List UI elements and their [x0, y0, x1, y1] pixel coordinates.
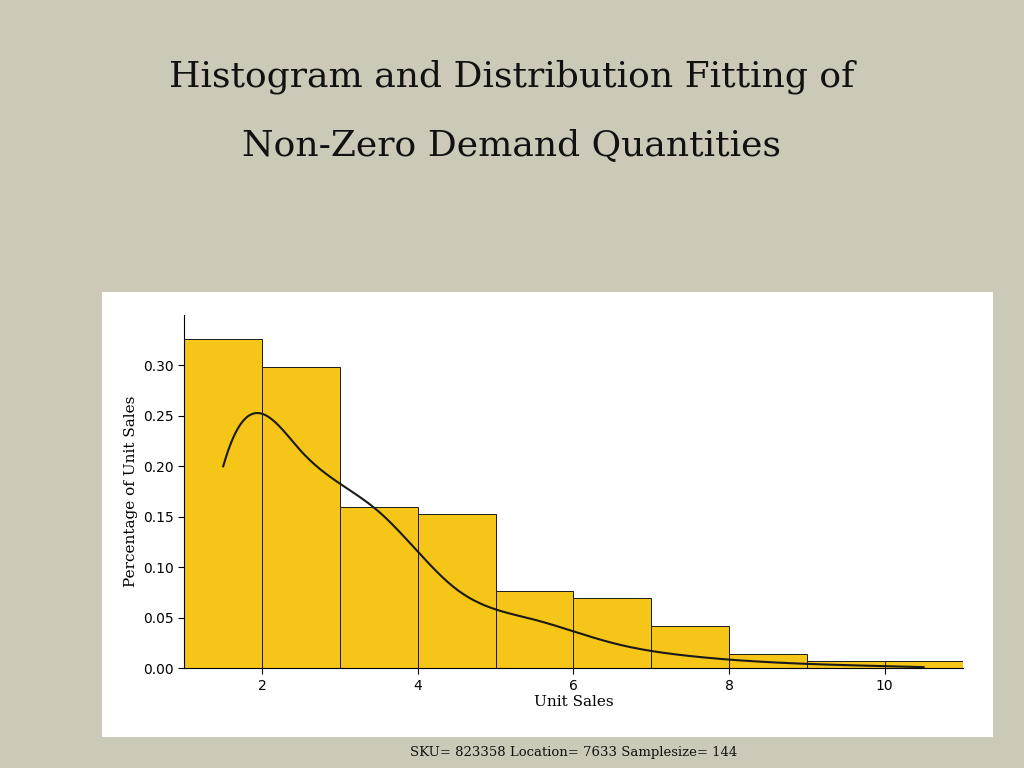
X-axis label: Unit Sales: Unit Sales [534, 695, 613, 710]
Bar [651, 626, 729, 668]
Bar [807, 661, 885, 668]
Text: Histogram and Distribution Fitting of: Histogram and Distribution Fitting of [169, 60, 855, 94]
Bar [573, 598, 651, 668]
Text: SKU= 823358 Location= 7633 Samplesize= 144: SKU= 823358 Location= 7633 Samplesize= 1… [410, 746, 737, 759]
Bar [885, 661, 963, 668]
Bar [262, 367, 340, 668]
Bar [729, 654, 807, 668]
Bar [184, 339, 262, 668]
Bar [418, 514, 496, 668]
Text: Non-Zero Demand Quantities: Non-Zero Demand Quantities [243, 129, 781, 163]
Bar [340, 507, 418, 668]
Bar [496, 591, 573, 668]
Y-axis label: Percentage of Unit Sales: Percentage of Unit Sales [124, 396, 137, 588]
